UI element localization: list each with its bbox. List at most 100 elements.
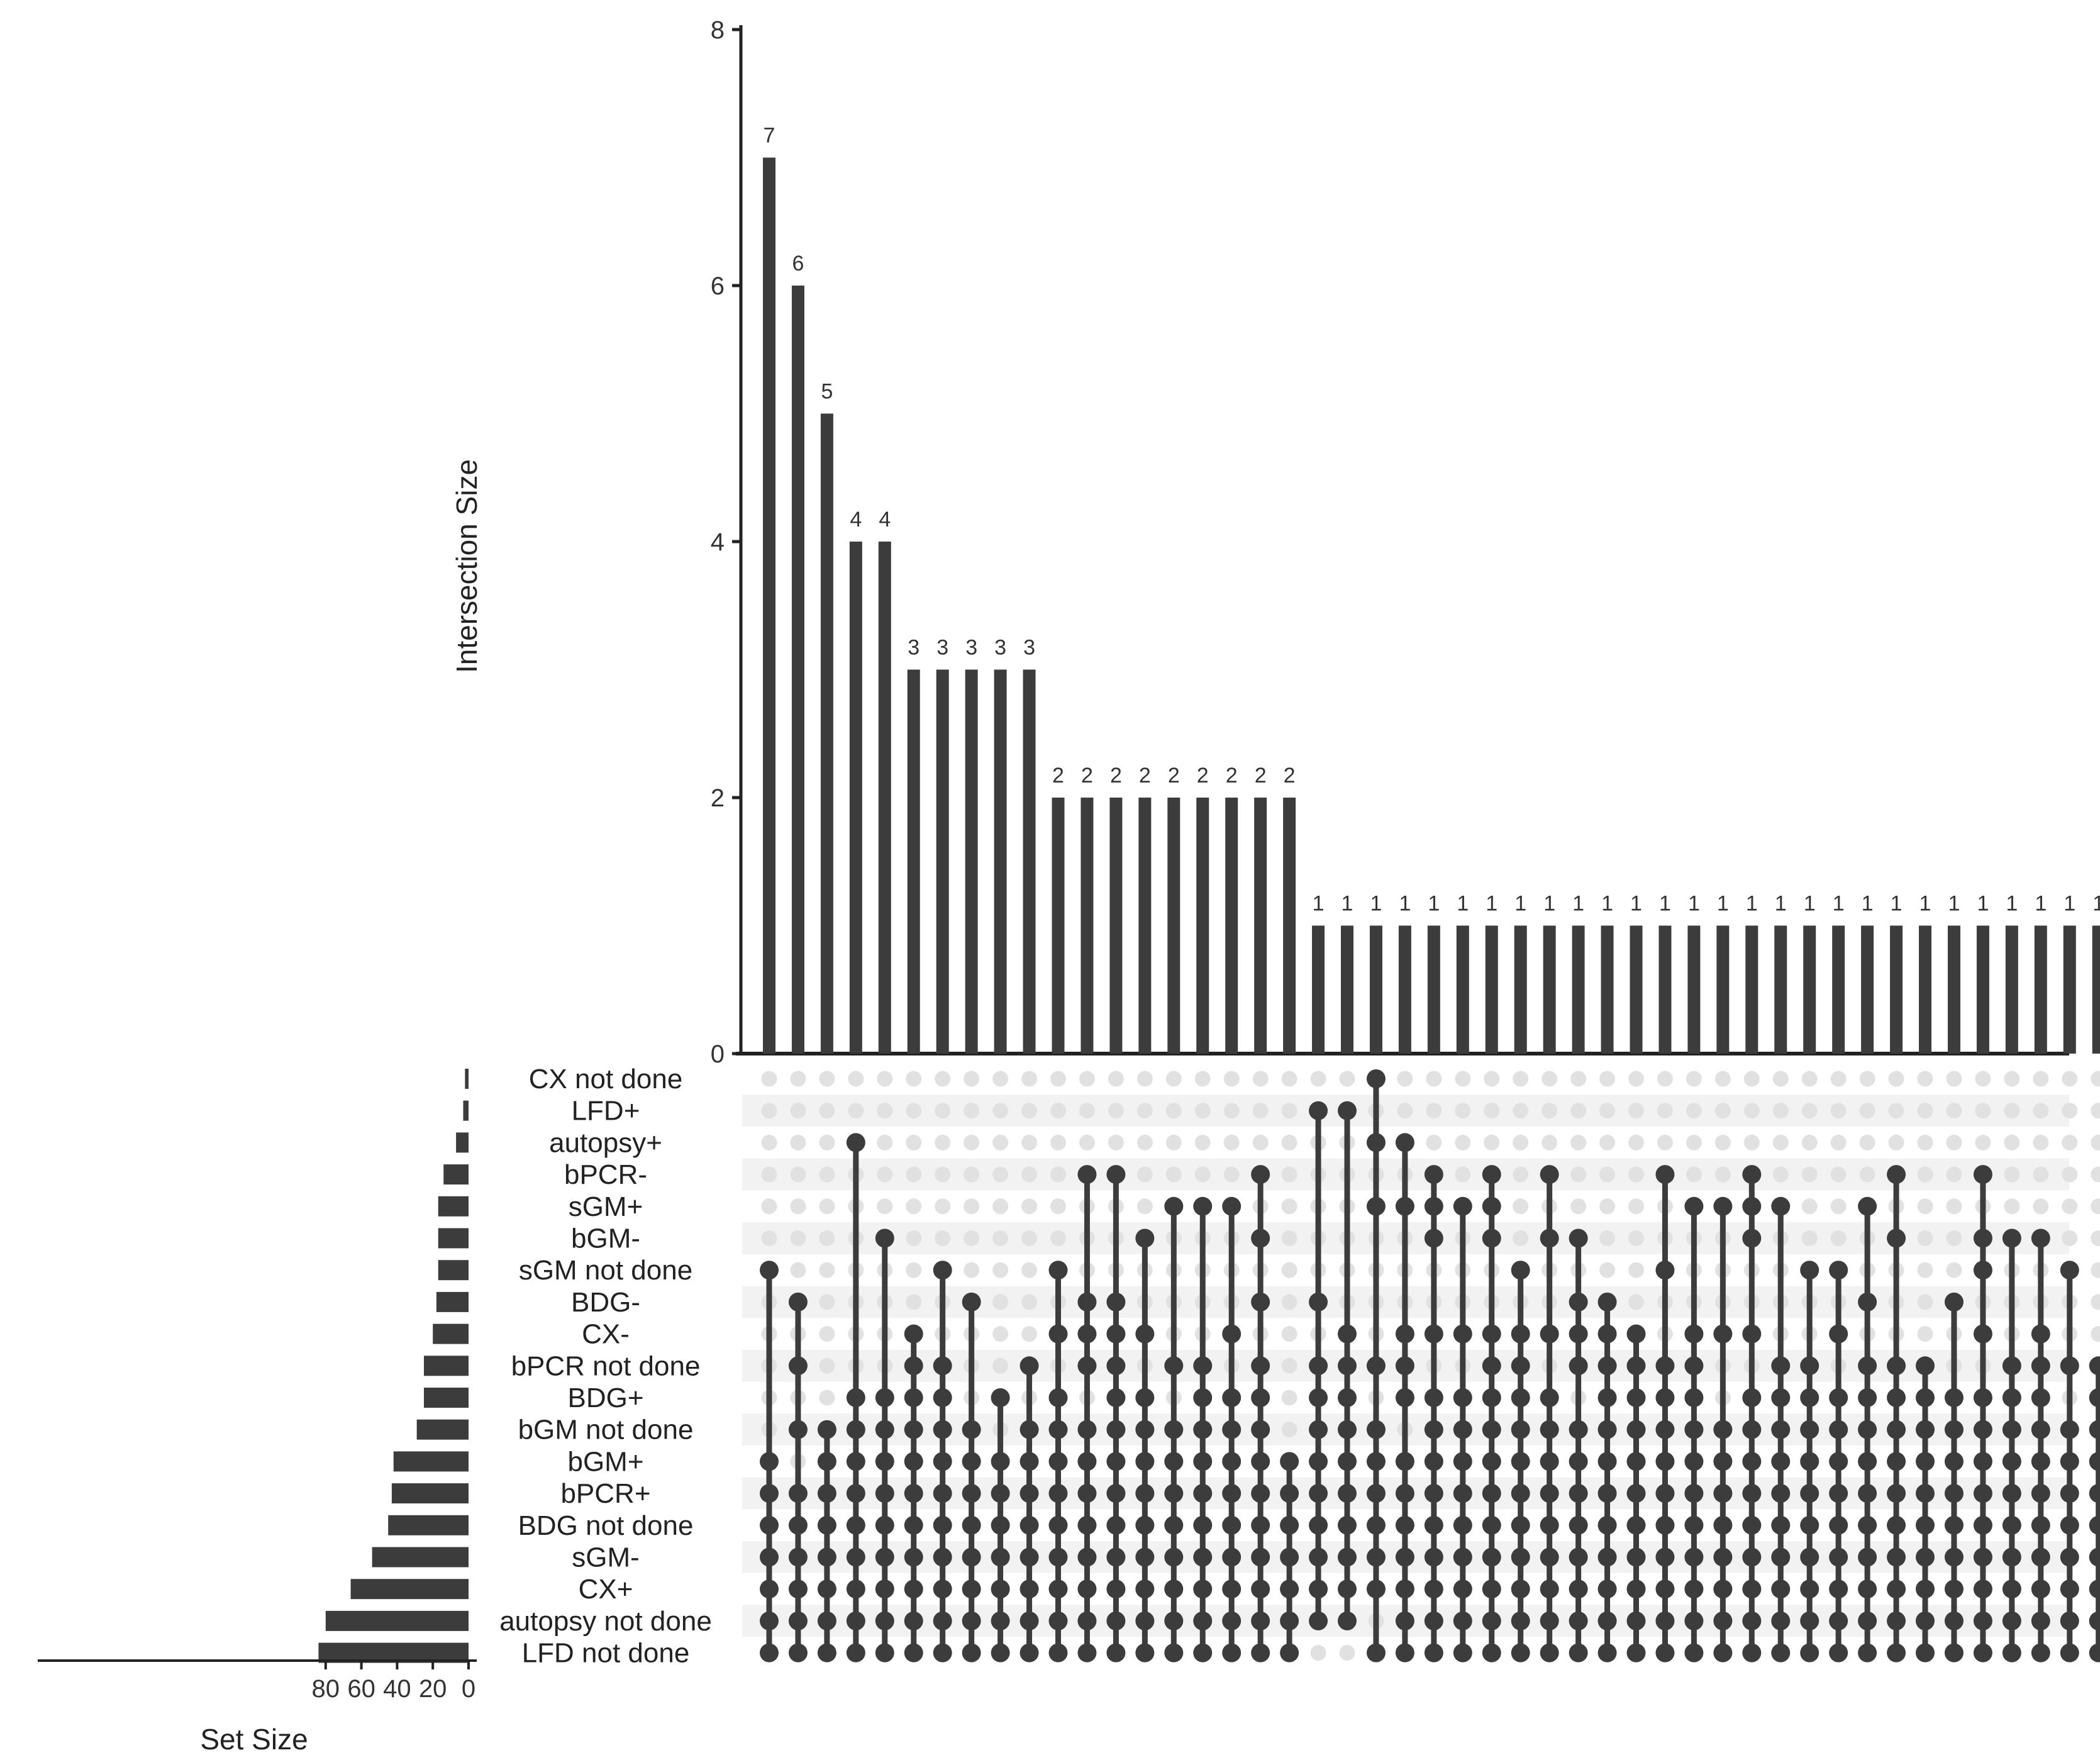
matrix-dot-active [1684,1579,1704,1599]
matrix-dot-active [846,1515,865,1535]
matrix-dot-inactive [1570,1103,1587,1119]
matrix-dot-active [1338,1579,1357,1599]
matrix-dot-active [1771,1196,1791,1216]
matrix-dot-active [1973,1324,1992,1344]
matrix-dot-active [2060,1643,2079,1663]
matrix-dot-active [933,1484,952,1503]
matrix-dot-active [1569,1356,1588,1376]
intersection-bar [1716,925,1730,1054]
matrix-dot-active [2089,1484,2100,1503]
matrix-dot-inactive [1397,1103,1413,1119]
set-size-bar [436,1291,469,1312]
matrix-dot-active [1164,1579,1184,1599]
set-name-label: BDG- [571,1287,640,1318]
set-size-bar [325,1610,469,1631]
matrix-dot-active [1251,1643,1270,1663]
matrix-dot-inactive [1801,1166,1818,1183]
matrix-dot-active [1713,1484,1733,1503]
set-name-label: LFD+ [572,1096,640,1127]
matrix-dot-inactive [935,1103,951,1119]
matrix-dot-inactive [964,1198,980,1215]
matrix-dot-active [1453,1515,1472,1535]
matrix-dot-active [2031,1420,2050,1439]
matrix-dot-active [1713,1611,1733,1630]
matrix-dot-active [2002,1579,2021,1599]
matrix-dot-active [991,1484,1010,1503]
y-tick-label: 6 [711,272,725,300]
matrix-dot-inactive [1484,1071,1500,1087]
matrix-dot-inactive [906,1071,922,1087]
matrix-dot-active [1453,1388,1472,1407]
set-size-bar [443,1164,469,1185]
matrix-dot-active [846,1643,865,1663]
matrix-dot-active [1135,1547,1155,1567]
matrix-dot-inactive [1050,1134,1066,1150]
matrix-dot-active [1309,1388,1328,1407]
matrix-dot-active [2031,1611,2050,1630]
matrix-dot-active [933,1643,952,1663]
matrix-dot-active [1453,1452,1472,1471]
matrix-dot-active [962,1547,981,1567]
intersection-bar-label: 1 [2064,892,2075,916]
matrix-dot-active [1424,1196,1443,1216]
matrix-dot-active [1482,1324,1501,1344]
matrix-dot-inactive [2062,1071,2078,1087]
matrix-dot-active [1742,1324,1762,1344]
set-size-tick-label: 40 [383,1675,411,1703]
matrix-dot-active [1800,1643,1819,1663]
matrix-dot-active [760,1261,779,1280]
intersection-bar [2063,925,2076,1054]
matrix-dot-inactive [992,1166,1009,1183]
set-size-tick-label: 20 [419,1675,447,1703]
matrix-dot-active [1800,1515,1819,1535]
matrix-dot-active [1309,1515,1328,1535]
matrix-dot-active [1424,1228,1443,1248]
matrix-dot-active [962,1611,981,1630]
matrix-dot-active [760,1611,779,1630]
matrix-dot-active [904,1356,923,1376]
matrix-dot-active [1019,1515,1039,1535]
matrix-dot-active [2031,1324,2050,1344]
set-size-bar [350,1579,469,1600]
matrix-dot-active [904,1547,923,1567]
matrix-dot-active [904,1452,923,1471]
matrix-dot-inactive [992,1262,1009,1278]
matrix-dot-active [2031,1547,2050,1567]
matrix-dot-active [1251,1611,1270,1630]
intersection-bar-label: 2 [1226,764,1238,788]
matrix-dot-inactive [1888,1134,1904,1150]
matrix-dot-active [1019,1643,1039,1663]
matrix-dot-active [1800,1388,1819,1407]
intersection-bar [965,669,978,1054]
matrix-dot-active [2060,1484,2079,1503]
matrix-dot-inactive [1917,1326,1933,1342]
matrix-dot-active [1887,1388,1906,1407]
matrix-dot-active [1569,1643,1588,1663]
matrix-dot-active [846,1133,865,1152]
intersection-bar [2005,925,2018,1054]
matrix-dot-active [1395,1611,1414,1630]
matrix-dot-inactive [1917,1103,1933,1119]
matrix-dot-active [1453,1579,1472,1599]
matrix-dot-inactive [2004,1198,2020,1215]
matrix-dot-inactive [1628,1134,1644,1150]
matrix-dot-active [1944,1515,1964,1535]
matrix-dot-inactive [1281,1198,1297,1215]
matrix-dot-inactive [964,1262,980,1278]
matrix-dot-inactive [819,1326,835,1342]
matrix-dot-active [1482,1165,1501,1184]
intersection-size-axis-title: Intersection Size [450,459,483,673]
matrix-dot-active [1164,1484,1184,1503]
matrix-dot-inactive [1513,1134,1529,1150]
matrix-dot-inactive [1252,1071,1269,1087]
matrix-dot-active [846,1547,865,1567]
matrix-dot-inactive [1397,1071,1413,1087]
matrix-dot-active [788,1515,808,1535]
matrix-dot-active [788,1356,808,1376]
matrix-dot-inactive [1281,1262,1297,1278]
matrix-dot-active [1424,1611,1443,1630]
matrix-dot-inactive [1050,1230,1066,1246]
set-size-axis-title: Set Size [200,1723,308,1756]
matrix-dot-inactive [790,1262,806,1278]
matrix-dot-active [1135,1515,1155,1535]
